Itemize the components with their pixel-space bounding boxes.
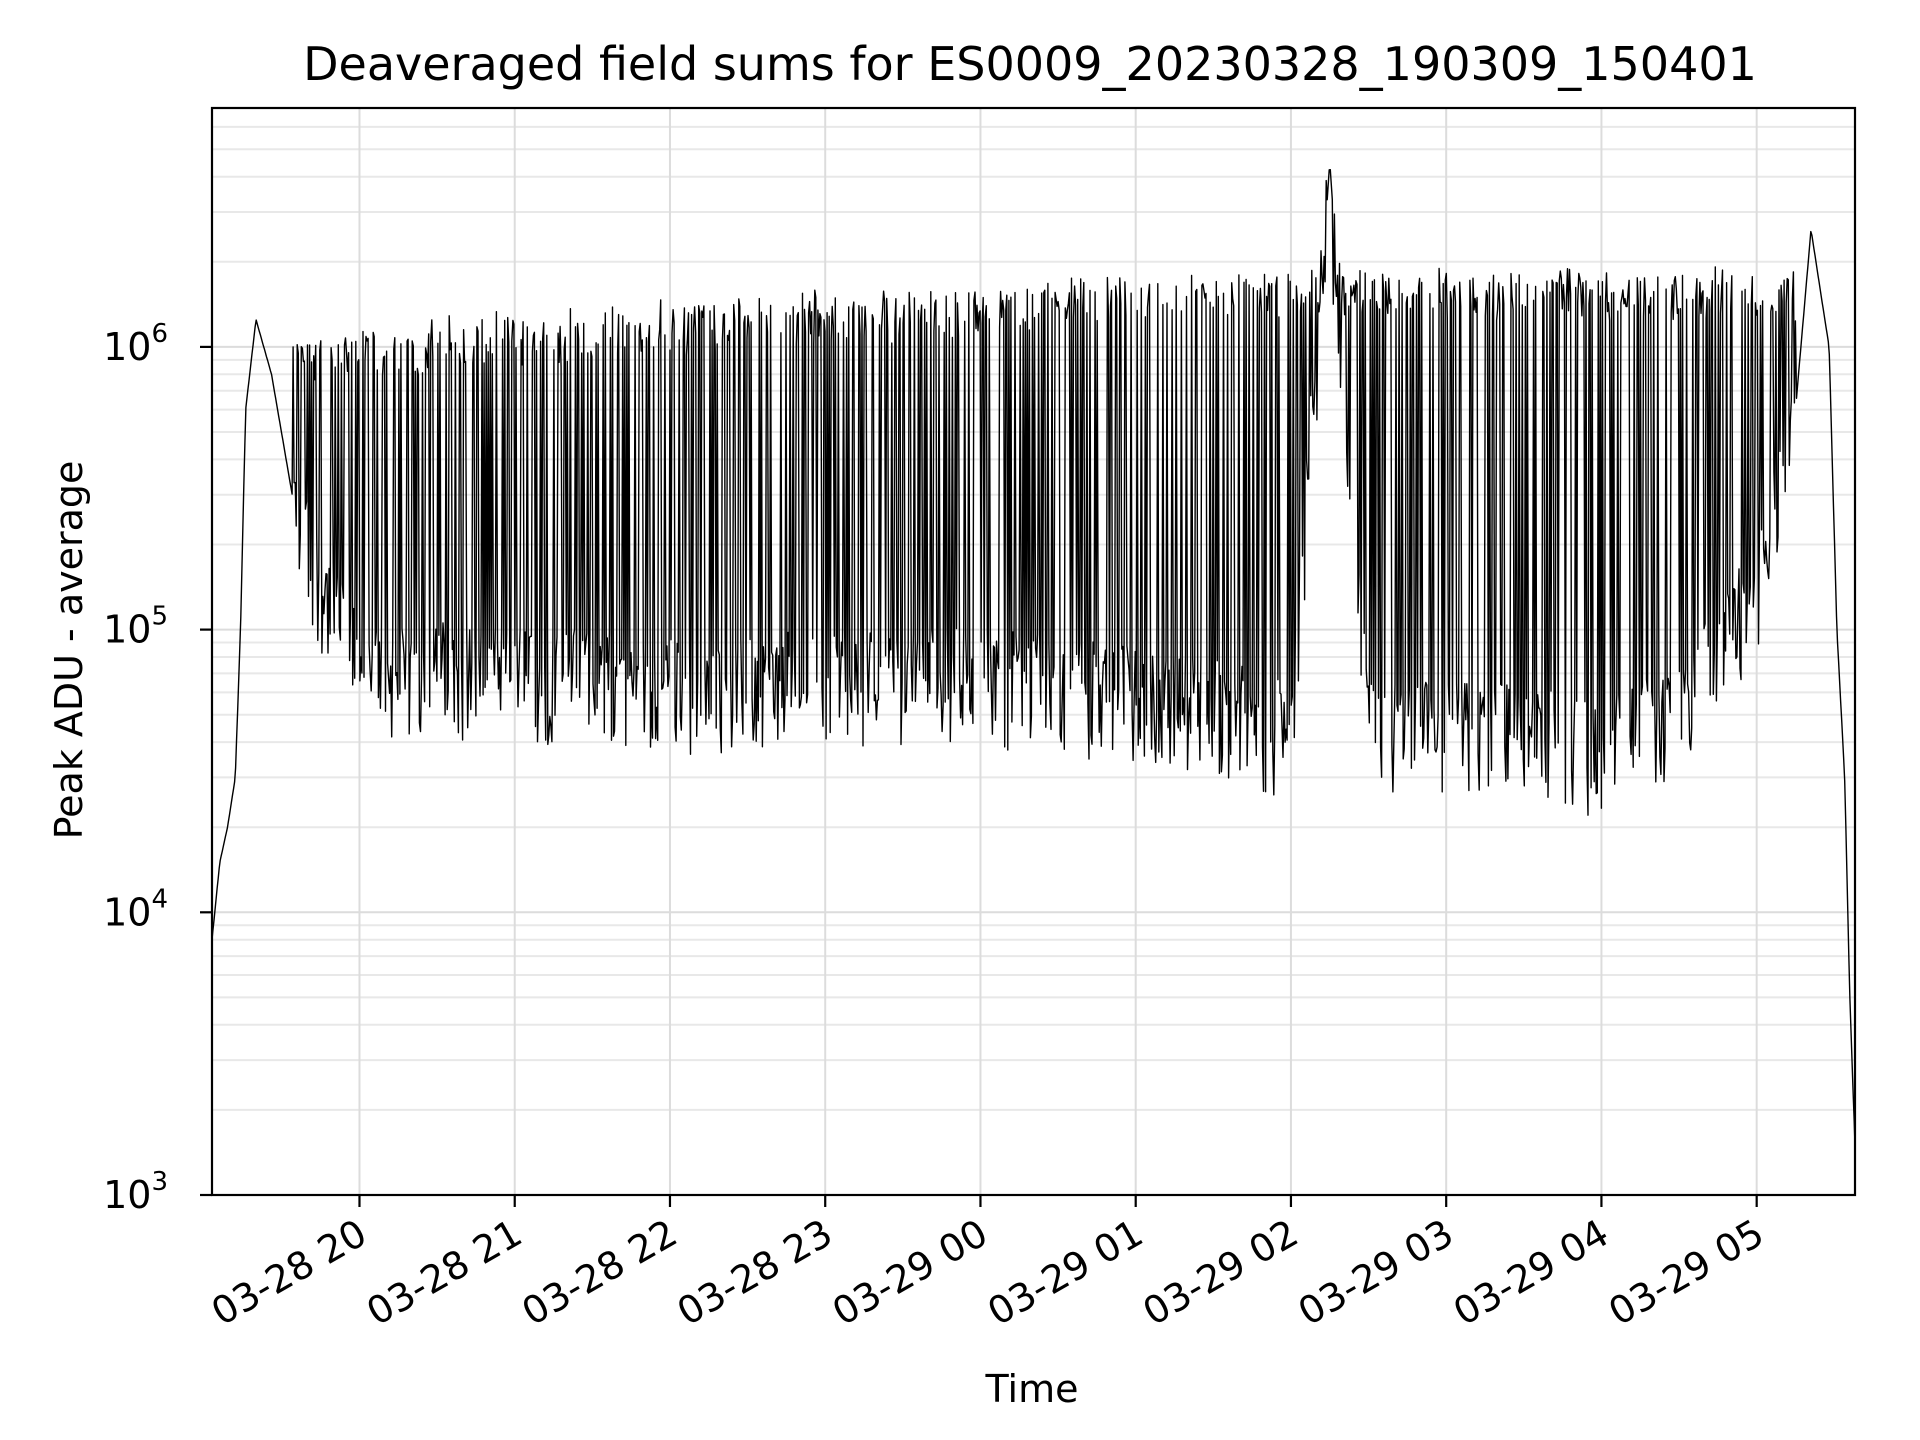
x-tick-label: 03-29 05 (1601, 1211, 1771, 1335)
y-tick-label: 106 (103, 319, 168, 369)
x-tick-label: 03-28 20 (204, 1211, 374, 1335)
y-tick-label: 105 (103, 602, 168, 652)
series-line (211, 169, 1856, 1146)
x-axis-label: Time (985, 1367, 1079, 1411)
x-tick-label: 03-28 21 (359, 1211, 529, 1335)
grid (212, 108, 1855, 1196)
x-tick-label: 03-29 03 (1291, 1211, 1461, 1335)
x-tick-label: 03-28 22 (515, 1211, 685, 1335)
x-tick-label: 03-29 00 (825, 1211, 995, 1335)
plot-frame (210, 106, 1857, 1197)
y-axis-label: Peak ADU - average (47, 461, 91, 840)
y-tick-label: 104 (103, 884, 168, 934)
y-tick-label: 103 (103, 1167, 168, 1217)
chart-title: Deaveraged field sums for ES0009_2023032… (303, 37, 1757, 91)
x-tick-label: 03-29 02 (1135, 1211, 1305, 1335)
x-tick-label: 03-29 04 (1446, 1211, 1616, 1335)
x-tick-label: 03-28 23 (670, 1211, 840, 1335)
x-tick-label: 03-29 01 (980, 1211, 1150, 1335)
